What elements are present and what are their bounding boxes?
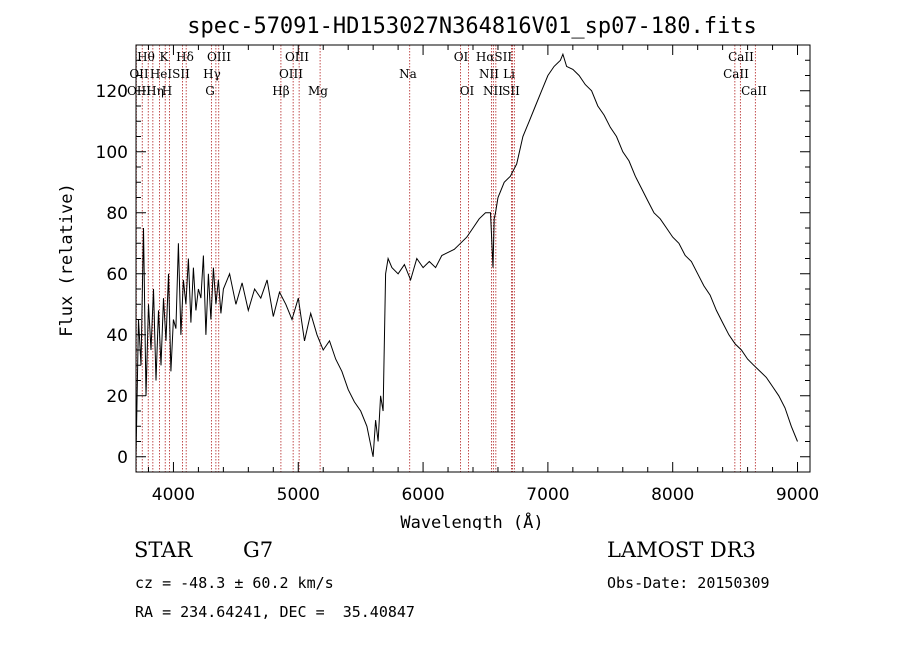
- spectral-line-label: OIII: [207, 50, 231, 64]
- spectral-line-label: NII: [483, 84, 503, 98]
- spectral-line-label: Li: [503, 67, 515, 81]
- y-axis-label: Flux (relative): [57, 183, 77, 337]
- y-tick-label: 120: [96, 82, 128, 102]
- obs-date: Obs-Date: 20150309: [607, 574, 770, 592]
- spectral-line-label: Hη: [146, 84, 164, 98]
- spectral-line-label: OIII: [285, 50, 309, 64]
- spectral-line-label: G: [205, 84, 215, 98]
- y-tick-label: 40: [106, 326, 128, 346]
- spectral-line-label: Hγ: [203, 67, 221, 81]
- x-tick-label: 6000: [401, 485, 444, 505]
- spectral-line-label: H: [162, 84, 172, 98]
- spectral-line-label: OI: [460, 84, 475, 98]
- spectral-line-label: SII: [502, 84, 520, 98]
- x-tick-label: 5000: [277, 485, 320, 505]
- x-tick-label: 7000: [526, 485, 569, 505]
- y-tick-label: 0: [117, 448, 128, 468]
- spectral-line-label: CaII: [728, 50, 754, 64]
- spectral-line-label: Hβ: [272, 84, 289, 98]
- x-tick-label: 9000: [776, 485, 819, 505]
- x-tick-label: 4000: [152, 485, 195, 505]
- coordinates: RA = 234.64241, DEC = 35.40847: [135, 603, 415, 621]
- subclass: G7: [243, 538, 274, 562]
- spectral-line-label: SII: [172, 67, 190, 81]
- y-tick-label: 60: [106, 265, 128, 285]
- y-tick-label: 20: [106, 387, 128, 407]
- chart-title: spec-57091-HD153027N364816V01_sp07-180.f…: [187, 14, 757, 39]
- redshift-text: cz = -48.3 ± 60.2 km/s: [135, 574, 334, 592]
- plot-frame: [135, 44, 811, 473]
- spectral-line-label: Na: [399, 67, 417, 81]
- spectral-line-label: HαSII: [476, 50, 513, 64]
- x-tick-label: 8000: [651, 485, 694, 505]
- survey-name: LAMOST DR3: [607, 538, 756, 562]
- x-axis-label: Wavelength (Å): [400, 511, 543, 530]
- spectral-line-label: K: [160, 50, 170, 64]
- spectral-line-label: Hθ: [137, 50, 155, 64]
- spectral-line-label: Hδ: [176, 50, 194, 64]
- object-class: STAR: [134, 538, 193, 562]
- spectral-line-label: OIII: [279, 67, 303, 81]
- spectrum-line: [135, 52, 798, 457]
- y-tick-label: 100: [96, 143, 128, 163]
- spectrum-chart: spec-57091-HD153027N364816V01_sp07-180.f…: [57, 14, 819, 530]
- y-tick-label: 80: [106, 204, 128, 224]
- spectral-line-label: NII: [479, 67, 499, 81]
- spectral-line-label: HeI: [150, 67, 173, 81]
- spectral-line-label: Mg: [308, 84, 328, 98]
- spectral-line-label: OI: [454, 50, 469, 64]
- spectral-line-label: CaII: [741, 84, 767, 98]
- spectral-line-label: OII: [129, 67, 149, 81]
- spectral-line-label: CaII: [723, 67, 749, 81]
